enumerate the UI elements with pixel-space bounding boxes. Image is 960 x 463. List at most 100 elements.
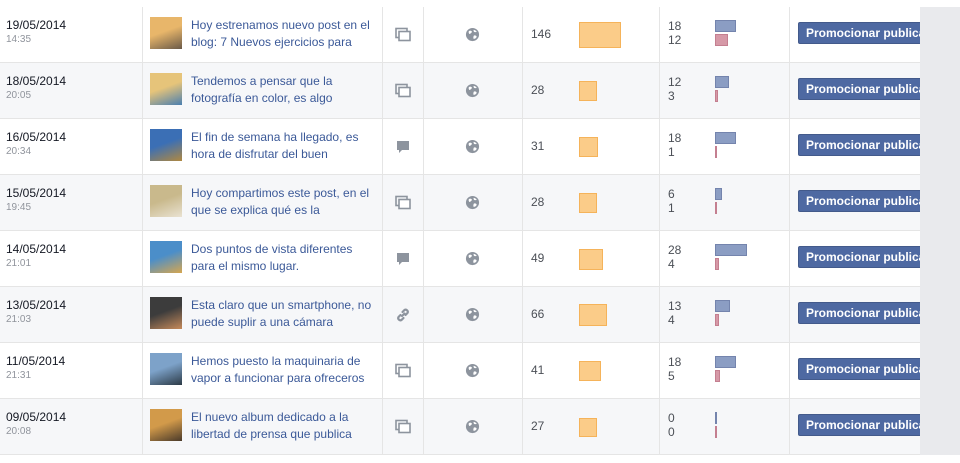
- post-title-link[interactable]: Hoy compartimos este post, en el que se …: [191, 186, 370, 217]
- date-cell: 11/05/2014 21:31: [0, 343, 143, 399]
- promote-post-button[interactable]: Promocionar publicación: [798, 414, 958, 436]
- post-date: 16/05/2014: [6, 130, 67, 144]
- post-title-link[interactable]: Hoy estrenamos nuevo post en el blog: 7 …: [191, 18, 370, 49]
- post-title-link[interactable]: El fin de semana ha llegado, es hora de …: [191, 130, 359, 161]
- promote-cell: Promocionar publicación: [790, 7, 958, 63]
- post-date: 15/05/2014: [6, 186, 67, 200]
- type-cell: [383, 119, 424, 175]
- reach-cell: 31: [523, 119, 660, 175]
- right-gutter: [920, 343, 960, 399]
- globe-icon: [465, 195, 480, 210]
- engagement-clicks: 18: [668, 355, 682, 369]
- reach-count: 41: [531, 363, 545, 377]
- album-icon: [395, 195, 411, 211]
- engagement-actions: 4: [668, 313, 675, 327]
- reach-bar: [579, 304, 607, 326]
- audience-cell: [424, 119, 523, 175]
- post-thumbnail[interactable]: [150, 241, 182, 273]
- post-date: 19/05/2014: [6, 18, 67, 32]
- post-title-link[interactable]: Esta claro que un smartphone, no puede s…: [191, 298, 372, 329]
- engagement-actions: 4: [668, 257, 675, 271]
- right-gutter: [920, 399, 960, 455]
- album-icon: [395, 83, 411, 99]
- engagement-clicks: 18: [668, 131, 682, 145]
- post-thumbnail[interactable]: [150, 185, 182, 217]
- post-cell: Hoy estrenamos nuevo post en el blog: 7 …: [143, 7, 383, 63]
- post-title-link[interactable]: Dos puntos de vista diferentes para el m…: [191, 242, 353, 273]
- post-thumbnail[interactable]: [150, 409, 182, 441]
- engagement-bar-clicks: [715, 76, 729, 88]
- reach-count: 27: [531, 419, 545, 433]
- promote-post-button[interactable]: Promocionar publicación: [798, 190, 958, 212]
- engagement-bar-actions: [715, 34, 728, 46]
- post-title-link[interactable]: Hemos puesto la maquinaria de vapor a fu…: [191, 354, 365, 385]
- post-thumbnail[interactable]: [150, 129, 182, 161]
- reach-count: 66: [531, 307, 545, 321]
- right-gutter: [920, 7, 960, 63]
- engagement-actions: 12: [668, 33, 682, 47]
- reach-cell: 28: [523, 63, 660, 119]
- globe-icon: [465, 363, 480, 378]
- right-gutter: [920, 175, 960, 231]
- reach-count: 31: [531, 139, 545, 153]
- comment-icon: [395, 251, 411, 267]
- date-cell: 18/05/2014 20:05: [0, 63, 143, 119]
- promote-post-button[interactable]: Promocionar publicación: [798, 22, 958, 44]
- reach-bar: [579, 137, 598, 157]
- audience-cell: [424, 7, 523, 63]
- reach-bar: [579, 193, 597, 213]
- post-date: 18/05/2014: [6, 74, 67, 88]
- reach-cell: 28: [523, 175, 660, 231]
- engagement-clicks: 6: [668, 187, 675, 201]
- engagement-cell: 28 4: [660, 231, 790, 287]
- audience-cell: [424, 175, 523, 231]
- promote-post-button[interactable]: Promocionar publicación: [798, 134, 958, 156]
- promote-post-button[interactable]: Promocionar publicación: [798, 302, 958, 324]
- post-title-link[interactable]: El nuevo album dedicado a la libertad de…: [191, 410, 352, 441]
- engagement-bar-clicks: [715, 244, 747, 256]
- reach-cell: 27: [523, 399, 660, 455]
- post-time: 14:35: [6, 34, 32, 45]
- engagement-cell: 18 12: [660, 7, 790, 63]
- engagement-bar-clicks: [715, 132, 736, 144]
- post-date: 13/05/2014: [6, 298, 67, 312]
- engagement-bar-clicks: [715, 188, 722, 200]
- post-thumbnail[interactable]: [150, 73, 182, 105]
- promote-post-button[interactable]: Promocionar publicación: [798, 78, 958, 100]
- post-thumbnail[interactable]: [150, 297, 182, 329]
- promote-cell: Promocionar publicación: [790, 343, 958, 399]
- promote-post-button[interactable]: Promocionar publicación: [798, 246, 958, 268]
- date-cell: 09/05/2014 20:08: [0, 399, 143, 455]
- comment-icon: [395, 139, 411, 155]
- post-thumbnail[interactable]: [150, 353, 182, 385]
- engagement-actions: 3: [668, 89, 675, 103]
- globe-icon: [465, 83, 480, 98]
- post-thumbnail[interactable]: [150, 17, 182, 49]
- date-cell: 16/05/2014 20:34: [0, 119, 143, 175]
- promote-post-button[interactable]: Promocionar publicación: [798, 358, 958, 380]
- engagement-bar-actions: [715, 146, 717, 158]
- album-icon: [395, 419, 411, 435]
- right-gutter: [920, 63, 960, 119]
- post-date: 09/05/2014: [6, 410, 67, 424]
- post-date: 14/05/2014: [6, 242, 67, 256]
- table-row: 09/05/2014 20:08 El nuevo album dedicado a…: [0, 399, 960, 455]
- post-time: 20:08: [6, 426, 32, 437]
- promote-cell: Promocionar publicación: [790, 287, 958, 343]
- post-cell: El fin de semana ha llegado, es hora de …: [143, 119, 383, 175]
- date-cell: 14/05/2014 21:01: [0, 231, 143, 287]
- globe-icon: [465, 307, 480, 322]
- reach-cell: 49: [523, 231, 660, 287]
- type-cell: [383, 7, 424, 63]
- reach-bar: [579, 249, 603, 270]
- type-cell: [383, 63, 424, 119]
- type-cell: [383, 343, 424, 399]
- engagement-bar-clicks: [715, 412, 717, 424]
- type-cell: [383, 399, 424, 455]
- date-cell: 19/05/2014 14:35: [0, 7, 143, 63]
- engagement-clicks: 28: [668, 243, 682, 257]
- post-title-link[interactable]: Tendemos a pensar que la fotografía en c…: [191, 74, 333, 105]
- engagement-bar-actions: [715, 258, 719, 270]
